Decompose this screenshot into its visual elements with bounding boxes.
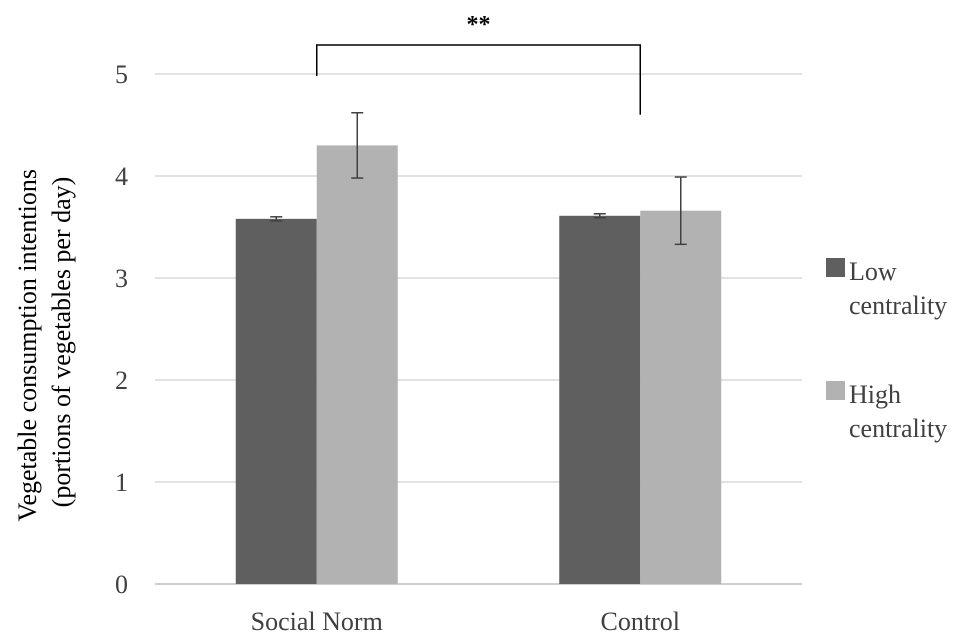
y-tick-label: 5 (115, 60, 128, 89)
significance-label: ** (467, 12, 491, 38)
legend-label: Low (849, 257, 897, 286)
bar-high-centrality-social-norm (316, 145, 398, 584)
significance-bracket: ** (316, 12, 641, 115)
legend-swatch (826, 258, 845, 277)
bars (235, 145, 722, 584)
y-axis-label: Vegetable consumption intentions (portio… (13, 163, 76, 522)
bar-low-centrality-control (559, 215, 641, 584)
legend-label: centrality (849, 414, 947, 443)
y-tick-label: 4 (115, 162, 128, 191)
legend-swatch (826, 381, 845, 400)
legend: Low centrality High centrality (826, 257, 947, 443)
legend-item: High centrality (826, 380, 947, 443)
bar-high-centrality-control (640, 210, 722, 584)
y-axis-label-line-2: (portions of vegetables per day) (47, 177, 76, 508)
error-bar (270, 216, 283, 222)
legend-label: High (849, 380, 901, 409)
bar-low-centrality-social-norm (235, 218, 317, 584)
y-axis-ticks: 0 1 2 3 4 5 (115, 60, 128, 599)
y-tick-label: 1 (115, 468, 128, 497)
y-tick-label: 2 (115, 366, 128, 395)
x-axis-categories: Social Norm Control (251, 607, 680, 636)
legend-item: Low centrality (826, 257, 947, 320)
y-tick-label: 3 (115, 264, 128, 293)
x-category-label: Control (601, 607, 680, 636)
x-category-label: Social Norm (251, 607, 383, 636)
error-bar (593, 212, 606, 219)
significance-bracket-line (316, 44, 641, 115)
y-axis-label-line-1: Vegetable consumption intentions (13, 169, 42, 521)
error-bar (674, 176, 687, 246)
error-bar (351, 112, 364, 179)
error-bars (270, 112, 687, 246)
y-tick-label: 0 (115, 570, 128, 599)
legend-label: centrality (849, 291, 947, 320)
